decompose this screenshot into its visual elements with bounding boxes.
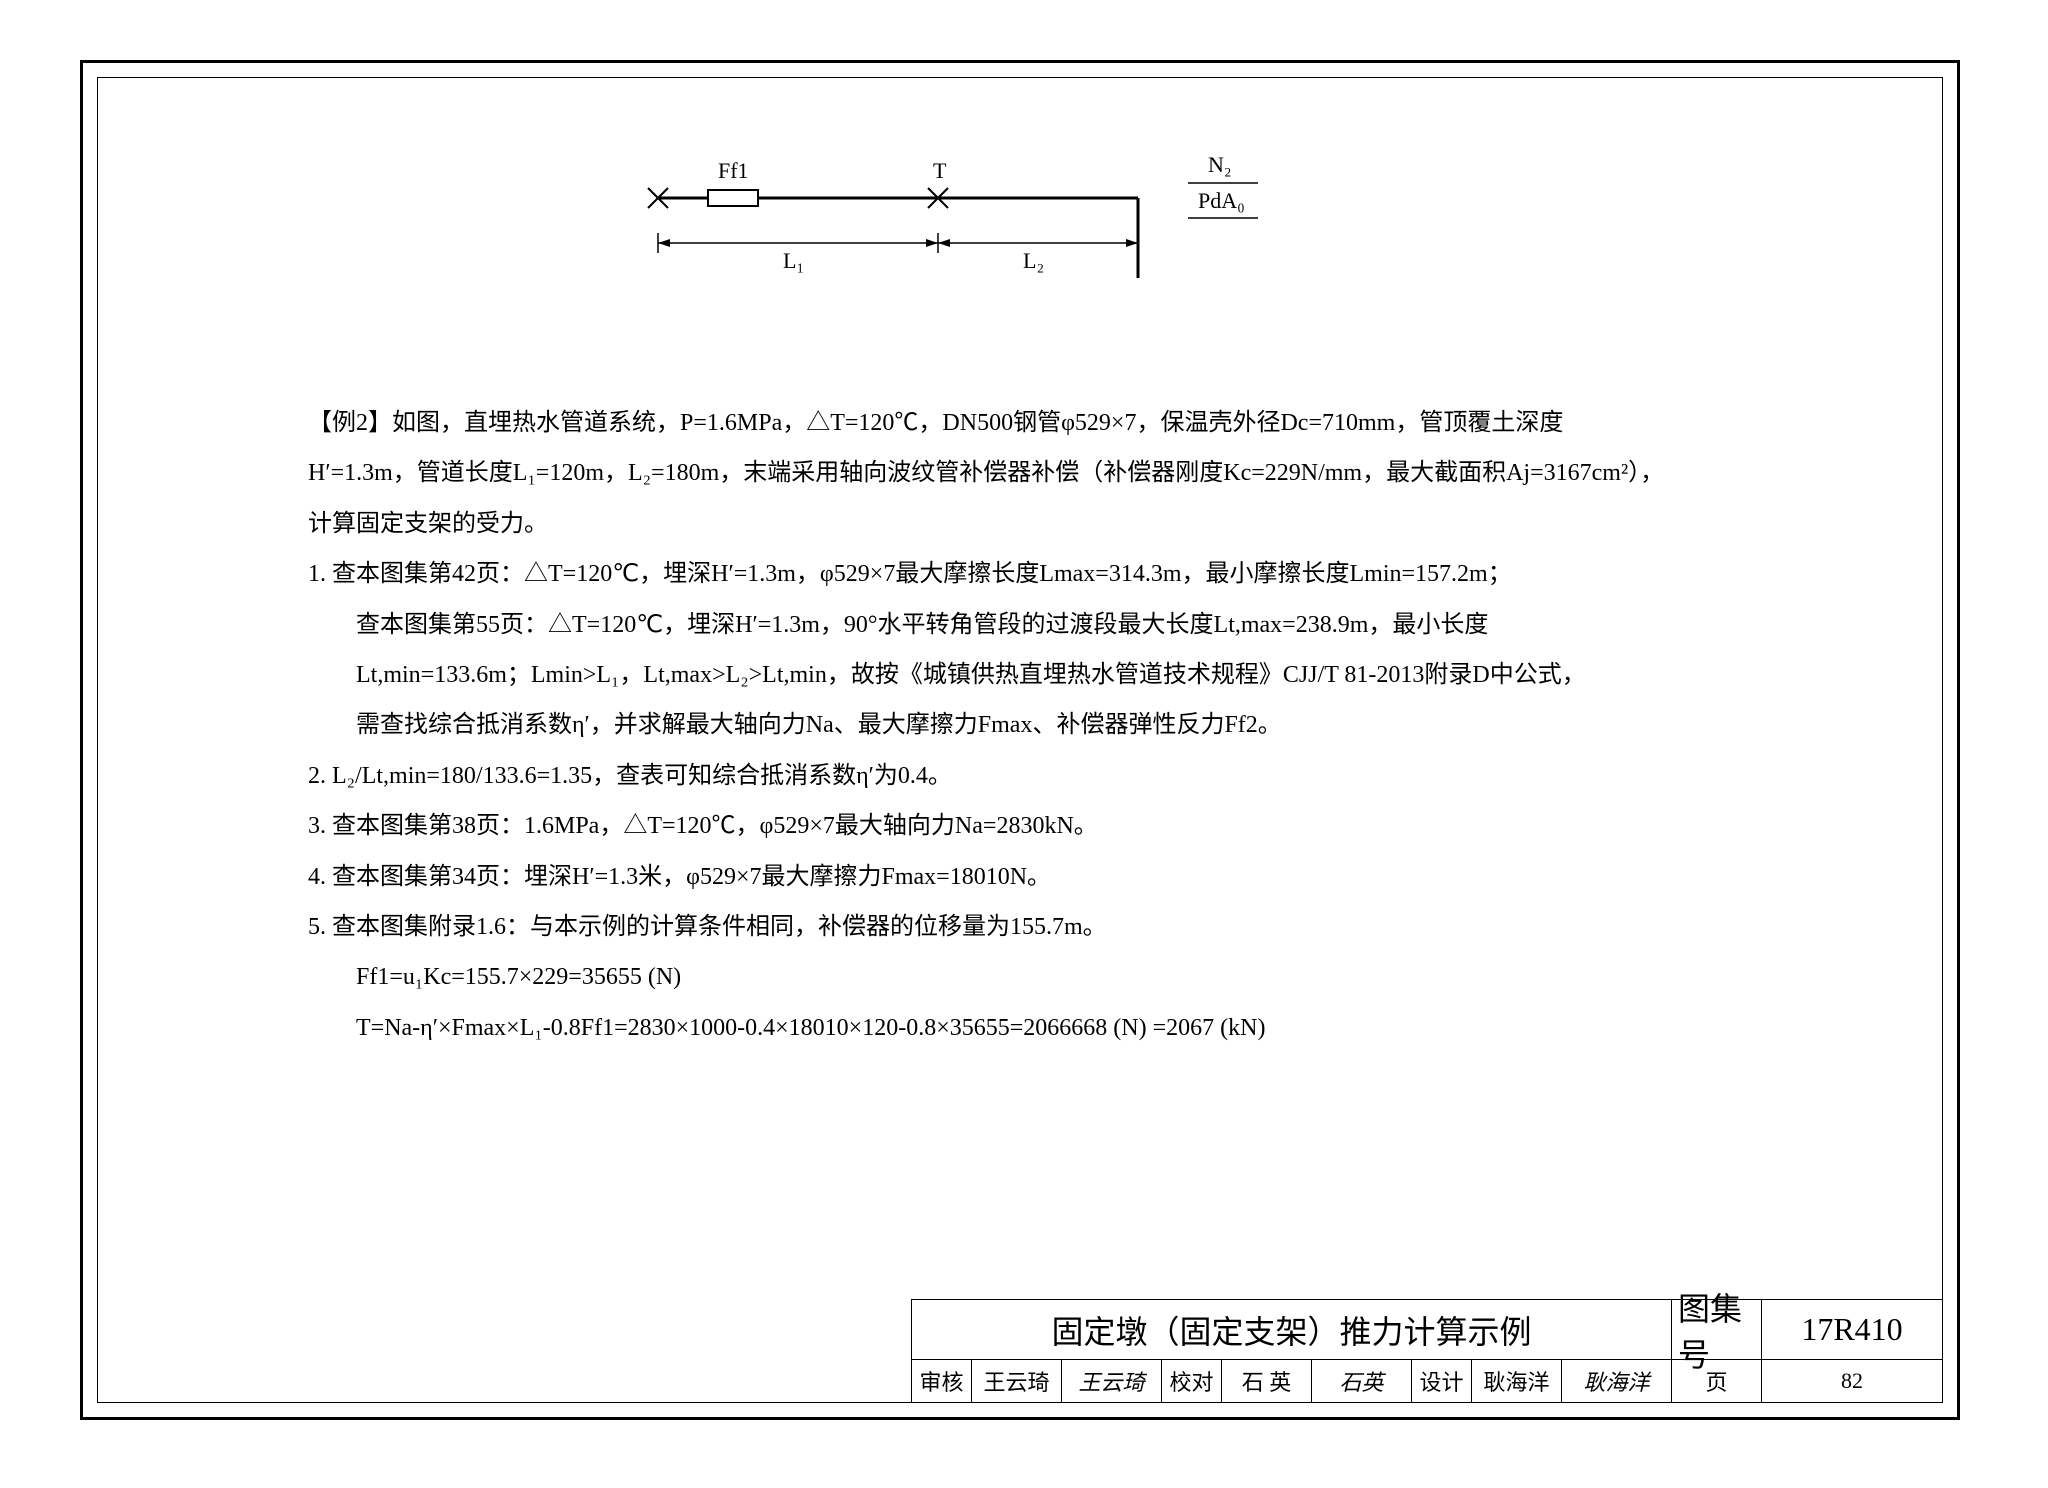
page-number: 82 <box>1762 1360 1942 1402</box>
para-12: Ff1=u₁Kc=155.7×229=35655 (N) <box>308 952 1808 1002</box>
para-2: H′=1.3m，管道长度L₁=120m，L₂=180m，末端采用轴向波纹管补偿器… <box>308 448 1808 498</box>
design-label: 设计 <box>1412 1360 1472 1402</box>
label-t: T <box>933 158 946 184</box>
check-name: 石 英 <box>1222 1360 1312 1402</box>
set-number: 17R410 <box>1762 1300 1942 1360</box>
para-9: 3. 查本图集第38页：1.6MPa，△T=120℃，φ529×7最大轴向力Na… <box>308 801 1808 851</box>
para-6: Lt,min=133.6m；Lmin>L₁，Lt,max>L₂>Lt,min，故… <box>308 650 1808 700</box>
page-label: 页 <box>1672 1360 1762 1402</box>
drawing-frame-outer: Ff1 T N₂ PdA₀ L₁ L₂ 【例2】如图，直埋热水管道系统，P=1.… <box>80 60 1960 1420</box>
design-signature: 耿海洋 <box>1562 1360 1672 1402</box>
para-5: 查本图集第55页：△T=120℃，埋深H′=1.3m，90°水平转角管段的过渡段… <box>308 600 1808 650</box>
para-10: 4. 查本图集第34页：埋深H′=1.3米，φ529×7最大摩擦力Fmax=18… <box>308 852 1808 902</box>
pipe-diagram: Ff1 T N₂ PdA₀ L₁ L₂ <box>618 148 1318 288</box>
label-l1: L₁ <box>783 248 804 274</box>
label-pda0: PdA₀ <box>1198 188 1245 214</box>
design-name: 耿海洋 <box>1472 1360 1562 1402</box>
drawing-frame-inner: Ff1 T N₂ PdA₀ L₁ L₂ 【例2】如图，直埋热水管道系统，P=1.… <box>97 77 1943 1403</box>
para-4: 1. 查本图集第42页：△T=120℃，埋深H′=1.3m，φ529×7最大摩擦… <box>308 549 1808 599</box>
para-13: T=Na-η′×Fmax×L₁-0.8Ff1=2830×1000-0.4×180… <box>308 1003 1808 1053</box>
para-7: 需查找综合抵消系数η′，并求解最大轴向力Na、最大摩擦力Fmax、补偿器弹性反力… <box>308 700 1808 750</box>
check-signature: 石英 <box>1312 1360 1412 1402</box>
label-l2: L₂ <box>1023 248 1044 274</box>
label-ff1: Ff1 <box>718 158 749 184</box>
drawing-title: 固定墩（固定支架）推力计算示例 <box>912 1300 1672 1360</box>
review-name: 王云琦 <box>972 1360 1062 1402</box>
para-1: 【例2】如图，直埋热水管道系统，P=1.6MPa，△T=120℃，DN500钢管… <box>308 398 1808 448</box>
example-text: 【例2】如图，直埋热水管道系统，P=1.6MPa，△T=120℃，DN500钢管… <box>308 398 1808 1053</box>
set-label: 图集号 <box>1672 1300 1762 1360</box>
para-8: 2. L₂/Lt,min=180/133.6=1.35，查表可知综合抵消系数η′… <box>308 751 1808 801</box>
check-label: 校对 <box>1162 1360 1222 1402</box>
review-label: 审核 <box>912 1360 972 1402</box>
label-n2: N₂ <box>1208 152 1232 178</box>
para-11: 5. 查本图集附录1.6：与本示例的计算条件相同，补偿器的位移量为155.7m。 <box>308 902 1808 952</box>
review-signature: 王云琦 <box>1062 1360 1162 1402</box>
title-block: 固定墩（固定支架）推力计算示例 图集号 17R410 审核 王云琦 王云琦 校对… <box>911 1299 1942 1402</box>
para-3: 计算固定支架的受力。 <box>308 499 1808 549</box>
